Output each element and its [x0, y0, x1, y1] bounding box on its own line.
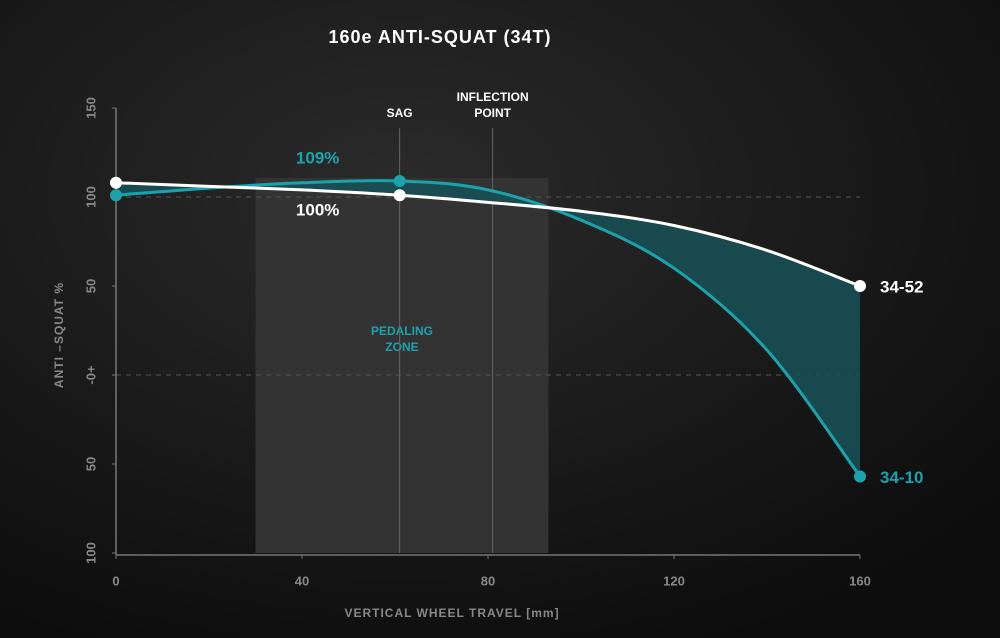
series-line — [115, 179, 862, 478]
data-point — [854, 280, 866, 292]
spread-area — [116, 180, 860, 477]
legend-label: 34-10 — [880, 468, 923, 487]
x-tick-label: 40 — [295, 573, 309, 588]
x-tick-label: 160 — [849, 573, 871, 588]
data-label: 109% — [296, 148, 339, 167]
data-point — [110, 189, 122, 202]
x-tick-label: 120 — [663, 573, 685, 588]
y-tick-label: 100 — [83, 186, 98, 208]
data-point — [393, 189, 406, 202]
zone-label: ZONE — [385, 340, 418, 354]
chart-title: 160e ANTI-SQUAT (34T) — [328, 27, 551, 47]
y-tick-label: 50 — [83, 279, 98, 293]
x-axis-label: VERTICAL WHEEL TRAVEL [mm] — [344, 606, 559, 620]
annotation-label: SAG — [387, 106, 413, 120]
annotation-label: INFLECTION — [457, 90, 529, 104]
x-tick-label: 80 — [481, 573, 495, 588]
zone-label: PEDALING — [371, 324, 433, 338]
data-label: 100% — [296, 201, 339, 220]
data-point — [110, 176, 122, 189]
plot: PEDALING ZONE SAG INFLECTION POINT 150 100 50 -0… — [83, 90, 923, 588]
data-point — [854, 470, 866, 483]
data-point — [393, 174, 406, 187]
series-line — [115, 181, 861, 288]
legend-label: 34-52 — [880, 277, 923, 296]
pedaling-zone — [255, 178, 549, 553]
annotation-label: POINT — [474, 106, 511, 120]
y-tick-label: -0+ — [83, 365, 98, 385]
y-tick-label: 100 — [83, 542, 98, 564]
x-tick-label: 0 — [112, 573, 119, 588]
y-tick-label: 50 — [83, 457, 98, 471]
y-axis-label: ANTI –SQUAT % — [52, 282, 66, 388]
y-tick-label: 150 — [83, 97, 98, 119]
